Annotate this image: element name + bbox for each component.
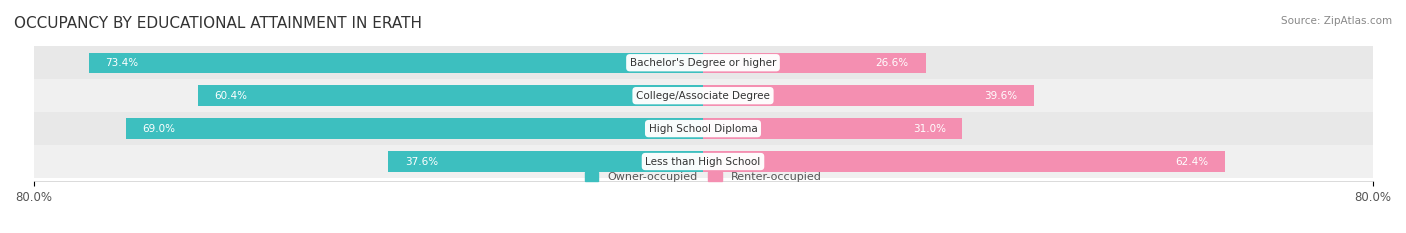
Bar <box>197 86 703 106</box>
Text: 26.6%: 26.6% <box>876 58 908 68</box>
Bar <box>703 151 1225 172</box>
Text: 39.6%: 39.6% <box>984 91 1018 101</box>
Bar <box>34 79 1372 112</box>
Bar <box>34 112 1372 145</box>
Bar <box>703 52 925 73</box>
Bar <box>703 118 963 139</box>
Text: 31.0%: 31.0% <box>912 123 946 134</box>
Bar <box>125 118 703 139</box>
Text: 73.4%: 73.4% <box>105 58 139 68</box>
Bar <box>388 151 703 172</box>
Bar <box>703 86 1035 106</box>
Bar <box>34 46 1372 79</box>
Text: Bachelor's Degree or higher: Bachelor's Degree or higher <box>630 58 776 68</box>
Text: 62.4%: 62.4% <box>1175 157 1209 167</box>
Text: High School Diploma: High School Diploma <box>648 123 758 134</box>
Text: College/Associate Degree: College/Associate Degree <box>636 91 770 101</box>
Text: 37.6%: 37.6% <box>405 157 439 167</box>
Text: 69.0%: 69.0% <box>142 123 176 134</box>
Text: OCCUPANCY BY EDUCATIONAL ATTAINMENT IN ERATH: OCCUPANCY BY EDUCATIONAL ATTAINMENT IN E… <box>14 16 422 31</box>
Text: Less than High School: Less than High School <box>645 157 761 167</box>
Bar <box>34 145 1372 178</box>
Text: Source: ZipAtlas.com: Source: ZipAtlas.com <box>1281 16 1392 26</box>
Text: 60.4%: 60.4% <box>214 91 247 101</box>
Legend: Owner-occupied, Renter-occupied: Owner-occupied, Renter-occupied <box>581 168 825 187</box>
Bar <box>89 52 703 73</box>
